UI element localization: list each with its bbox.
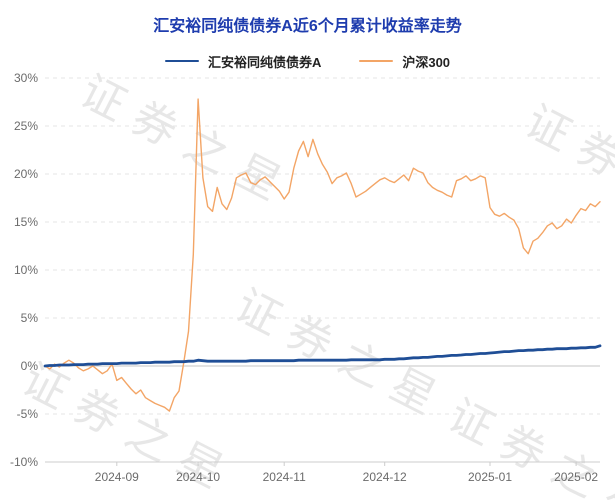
x-tick-label: 2025-01 <box>468 470 512 484</box>
y-tick-label: 25% <box>14 119 38 133</box>
csi300-line-swatch <box>359 60 394 62</box>
x-tick-label: 2025-02 <box>554 470 598 484</box>
legend-label-fund: 汇安裕同纯债债券A <box>207 54 322 70</box>
y-tick-label: -5% <box>17 407 39 421</box>
legend-item-fund: 汇安裕同纯债债券A <box>164 52 322 71</box>
y-tick-label: 0% <box>21 359 39 373</box>
chart-legend: 汇安裕同纯债债券A 沪深300 <box>0 50 615 72</box>
y-tick-label: 5% <box>21 311 39 325</box>
chart-title: 汇安裕同纯债债券A近6个月累计收益率走势 <box>153 18 462 35</box>
series-line <box>43 344 602 368</box>
x-tick-label: 2024-12 <box>363 470 407 484</box>
legend-label-csi300: 沪深300 <box>402 54 451 70</box>
x-tick-label: 2024-10 <box>176 470 220 484</box>
y-tick-label: 30% <box>14 71 38 85</box>
y-tick-label: -10% <box>10 455 38 469</box>
fund-line-swatch <box>164 59 199 63</box>
y-tick-label: 15% <box>14 215 38 229</box>
legend-item-csi300: 沪深300 <box>359 52 450 71</box>
x-tick-label: 2024-09 <box>95 470 139 484</box>
x-tick-label: 2024-11 <box>263 470 306 484</box>
y-tick-label: 10% <box>14 263 38 277</box>
series-line <box>44 98 601 412</box>
y-tick-label: 20% <box>14 167 38 181</box>
